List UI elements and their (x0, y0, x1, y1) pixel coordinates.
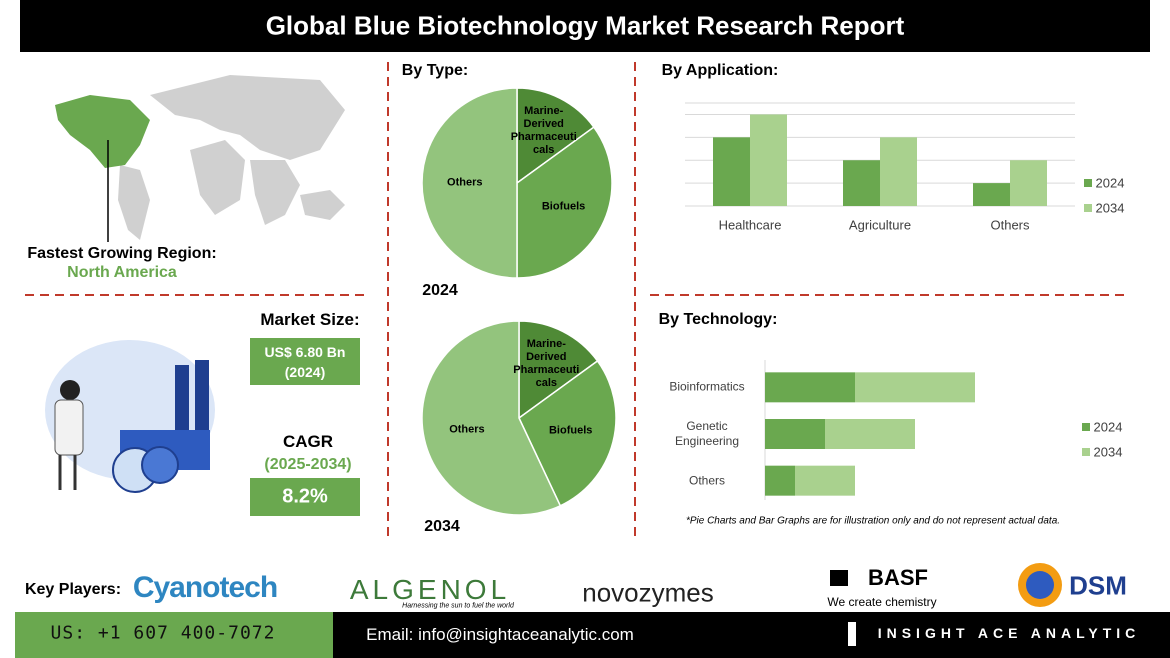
region-value: North America (67, 264, 177, 281)
market-size-label: Market Size: (260, 310, 360, 329)
legend-label: 2024 (1095, 175, 1125, 191)
footer-brand: INSIGHT ACE ANALYTIC (877, 625, 1141, 641)
legend-swatch (1082, 448, 1090, 456)
pie-year: 2034 (424, 518, 460, 535)
world-map (118, 75, 345, 240)
pie-slice (516, 126, 613, 279)
company-logo: BASF (868, 565, 928, 590)
cagr-period: (2025-2034) (264, 456, 352, 473)
x-tick-label: Others (990, 217, 1030, 233)
bar (973, 183, 1010, 206)
footer-phone: US: +1 607 400-7072 (50, 622, 276, 644)
note: *Pie Charts and Bar Graphs are for illus… (685, 515, 1061, 527)
pie-slice (518, 359, 617, 507)
legend-swatch (1084, 204, 1092, 212)
chart-title: By Application: (661, 62, 779, 79)
bar (750, 114, 787, 206)
footer-email: Email: info@insightaceanalytic.com (366, 625, 634, 644)
bar (843, 160, 880, 206)
company-logo: Cyanotech (132, 571, 278, 604)
legend-label: 2024 (1093, 419, 1123, 435)
key-players-label: Key Players: (24, 581, 122, 598)
x-tick-label: Healthcare (718, 217, 782, 233)
footer-bg (333, 612, 1170, 658)
bar-segment (765, 419, 825, 449)
brand-icon (848, 622, 856, 646)
pie-slice (516, 87, 595, 185)
company-logo: novozymes (582, 577, 714, 608)
legend-swatch (1082, 423, 1090, 431)
bar-segment (765, 372, 855, 403)
region-label: Fastest Growing Region: (27, 245, 217, 262)
x-tick-label: Agriculture (848, 217, 912, 233)
legend-swatch (1084, 179, 1092, 187)
north-america (55, 95, 150, 168)
company-tagline: We create chemistry (827, 595, 937, 609)
company-tagline: Harnessing the sun to fuel the world (402, 602, 514, 610)
pie-label: Biofuels (541, 200, 586, 213)
bar-segment (765, 465, 795, 496)
market-size-year: (2024) (284, 364, 326, 380)
bar-segment (855, 372, 975, 403)
page-title: Global Blue Biotechnology Market Researc… (265, 10, 905, 41)
y-tick-label: Others (688, 473, 725, 488)
bar-segment (795, 465, 855, 496)
pie-label: Marine-Derived Pharmaceuticals (510, 104, 577, 156)
pie-label: Others (449, 423, 485, 436)
bar (1010, 160, 1047, 206)
pie-slice (421, 87, 518, 279)
y-tick-label: Genetic Engineering (674, 419, 740, 448)
illustration (45, 338, 360, 516)
legend-label: 2034 (1095, 200, 1125, 216)
company-logo: DSM (1069, 570, 1127, 601)
bar (713, 137, 750, 206)
title-bar (20, 0, 1150, 52)
pie-label: Biofuels (548, 424, 593, 437)
company-logo: ALGENOL (349, 574, 511, 605)
pie-label: Others (447, 176, 483, 189)
dsm-mark-inner (1026, 571, 1054, 599)
chart-title: By Type: (401, 62, 469, 79)
pie-year: 2024 (422, 282, 458, 299)
bar (880, 137, 917, 206)
footer-phone-bg (15, 612, 333, 658)
cagr-label: CAGR (282, 432, 334, 451)
legend-label: 2034 (1093, 444, 1123, 460)
y-tick-label: Bioinformatics (669, 379, 745, 394)
chart-title: By Technology: (658, 311, 778, 328)
cagr-value: 8.2% (282, 485, 328, 508)
pie-slice (518, 320, 599, 420)
pie-label: Marine-Derived Pharmaceuticals (513, 338, 580, 390)
basf-mark (830, 570, 848, 586)
separators (25, 62, 1125, 540)
pie-slice (421, 320, 562, 516)
bar-segment (825, 419, 915, 449)
market-size-value: US$ 6.80 Bn (264, 344, 346, 360)
